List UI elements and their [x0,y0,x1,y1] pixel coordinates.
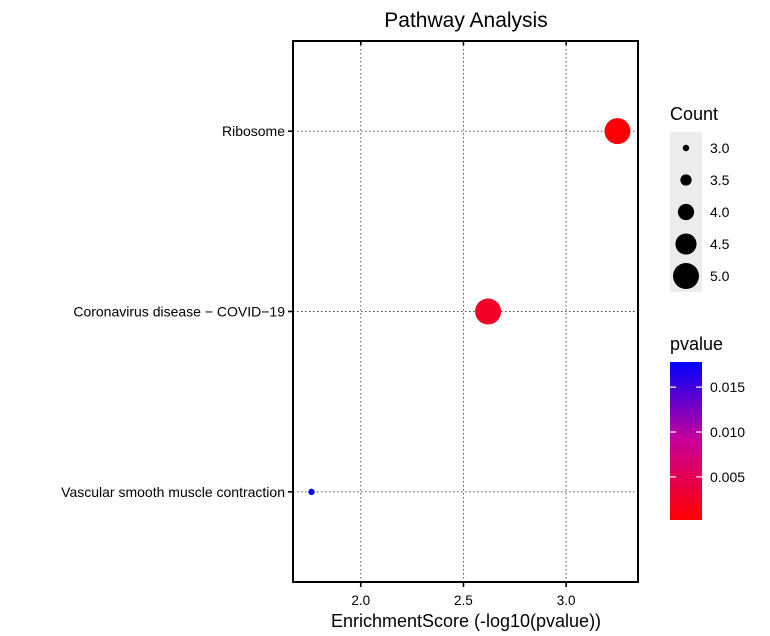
size-legend-title: Count [670,104,718,124]
y-category-label: Ribosome [222,123,285,139]
x-tick-label: 2.0 [351,593,370,608]
size-legend-key [673,263,699,289]
legends: Count 3.0 3.5 4.0 4.5 5.0 pvalue 0.005 0.010 0.01… [670,104,745,520]
x-axis-title: EnrichmentScore (-log10(pvalue)) [331,611,601,631]
gridlines [293,41,638,582]
x-tick-label: 2.5 [454,593,473,608]
data-point [475,298,502,325]
size-legend-label: 3.0 [710,140,730,156]
size-legend-label: 5.0 [710,268,730,284]
size-legend-key [680,174,692,186]
axes: 2.0 2.5 3.0 Ribosome Coronavirus disease − C… [61,41,576,608]
data-points [308,118,631,496]
data-point [604,118,631,145]
y-category-label: Vascular smooth muscle contraction [61,484,285,500]
chart-title: Pathway Analysis [384,9,547,32]
size-legend-label: 4.0 [710,204,730,220]
colorbar-label: 0.010 [710,424,745,440]
data-point [308,488,315,496]
colorbar-label: 0.015 [710,379,745,395]
pvalue-colorbar [670,362,702,520]
size-legend-label: 4.5 [710,236,730,252]
color-legend-title: pvalue [670,334,723,354]
size-legend-key [675,233,697,255]
y-category-label: Coronavirus disease − COVID−19 [73,304,285,320]
size-legend-label: 3.5 [710,172,730,188]
size-legend-key [677,203,695,221]
colorbar-label: 0.005 [710,469,745,485]
size-legend-key [682,144,690,152]
x-tick-label: 3.0 [557,593,576,608]
